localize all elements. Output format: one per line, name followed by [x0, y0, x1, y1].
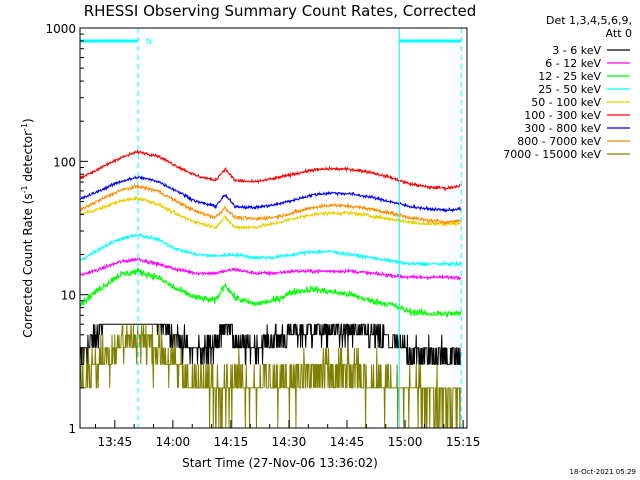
legend-label-1: 6 - 12 keV: [545, 57, 601, 70]
legend-label-6: 300 - 800 keV: [524, 122, 601, 135]
series-line-5: [80, 149, 462, 192]
legend-header-line1: Det 1,3,4,5,6,9,: [546, 14, 632, 27]
plot-area: N: [80, 28, 462, 428]
x-tick-label-2: 14:15: [214, 435, 249, 449]
series-line-8: [80, 323, 461, 428]
x-tick-label-0: 13:45: [98, 435, 133, 449]
y-tick-label-3: 1000: [45, 22, 76, 36]
y-axis-label: Corrected Count Rate (s-1 detector-1): [20, 118, 35, 337]
legend-label-3: 25 - 50 keV: [538, 83, 601, 96]
legend-label-2: 12 - 25 keV: [538, 70, 601, 83]
series-line-3: [80, 231, 462, 268]
x-axis: 13:45 14:00 14:15 14:30 14:45 15:00 15:15: [94, 420, 481, 449]
legend-label-8: 7000 - 15000 keV: [503, 148, 601, 161]
night-marker-label: N: [146, 37, 152, 46]
x-tick-label-3: 14:30: [272, 435, 307, 449]
y-axis: 1 10 100 1000: [45, 22, 88, 436]
x-axis-label: Start Time (27-Nov-06 13:36:02): [182, 456, 378, 470]
x-tick-label-5: 15:00: [388, 435, 423, 449]
legend-header-line2: Att 0: [606, 27, 632, 40]
series-line-4: [80, 195, 462, 231]
x-tick-label-1: 14:00: [156, 435, 191, 449]
y-tick-label-0: 1: [68, 422, 76, 436]
plot-frame: [79, 27, 468, 429]
legend-label-0: 3 - 6 keV: [552, 44, 601, 57]
footer-timestamp: 18-Oct-2021 05:29: [570, 468, 636, 476]
series-line-6: [80, 175, 462, 213]
y-tick-label-2: 100: [53, 155, 76, 169]
legend-label-4: 50 - 100 keV: [531, 96, 601, 109]
x-tick-label-4: 14:45: [330, 435, 365, 449]
x-tick-label-6: 15:15: [446, 435, 481, 449]
legend-label-7: 800 - 7000 keV: [517, 135, 601, 148]
chart-title: RHESSI Observing Summary Count Rates, Co…: [84, 2, 477, 20]
series-line-1: [80, 257, 462, 281]
y-tick-label-1: 10: [61, 289, 76, 303]
legend-label-5: 100 - 300 keV: [524, 109, 601, 122]
series-line-2: [80, 268, 462, 318]
series-line-7: [80, 183, 462, 225]
